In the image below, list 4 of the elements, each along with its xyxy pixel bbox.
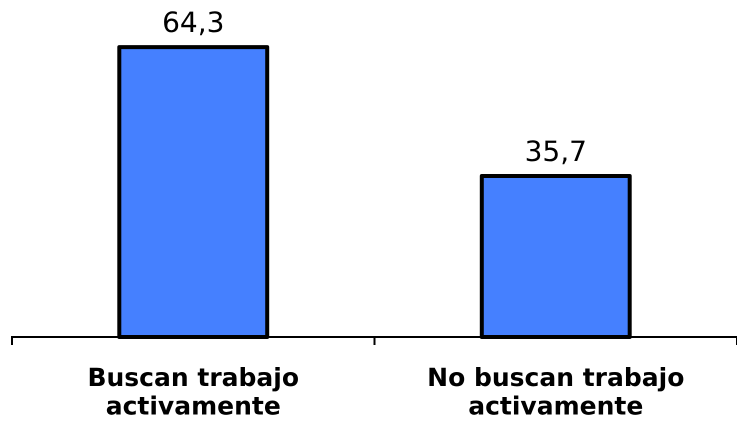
data-label: 64,3 — [162, 6, 224, 40]
x-tick-label: No buscan trabajo activamente — [427, 362, 684, 421]
data-label: 35,7 — [524, 135, 587, 168]
x-tick-label: Buscan trabajo activamente — [87, 362, 300, 421]
